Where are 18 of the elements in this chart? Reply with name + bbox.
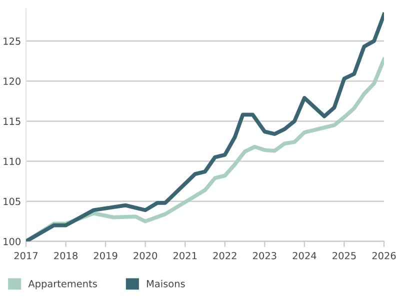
legend-label: Appartements [28,280,97,290]
y-tick-label: 125 [4,37,20,45]
y-tick-label: 120 [4,78,20,85]
y-tick-label: 110 [4,158,20,166]
x-tick-label: 2025 [332,252,356,260]
y-tick-label: 100 [4,238,20,246]
x-tick-label: 2023 [253,252,276,260]
x-tick-label: 2018 [54,252,78,260]
x-tick-label: 2019 [94,252,118,260]
x-tick-label: 2021 [173,252,197,260]
x-tick-label: 2020 [134,252,158,260]
x-tick-label: 2017 [14,252,38,260]
y-tick-label: 115 [4,118,20,125]
x-tick-label: 2024 [292,252,316,260]
y-tick-label: 105 [4,198,20,206]
x-tick-label: 2022 [213,252,236,260]
legend-label: Maisons [146,280,185,288]
x-tick-label: 2026 [372,252,396,260]
